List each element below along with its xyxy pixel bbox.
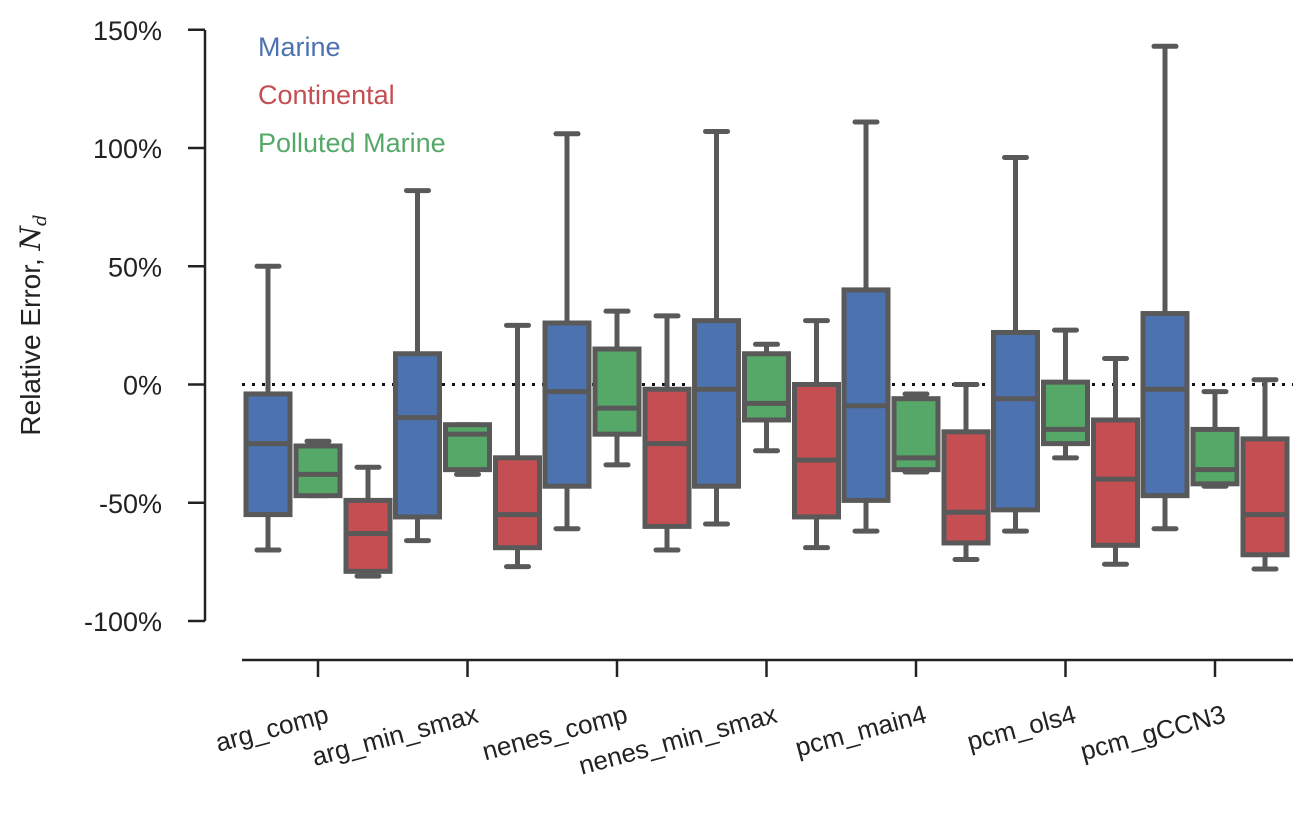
y-axis-label: Relative Error, Nd <box>14 214 51 435</box>
box-body <box>592 346 642 437</box>
box-body <box>1140 311 1190 499</box>
y-tick-label: 100% <box>93 134 162 164</box>
box <box>1041 327 1090 461</box>
box <box>891 391 941 475</box>
box-body <box>841 287 891 503</box>
y-tick-label: -50% <box>99 489 162 519</box>
x-tick-label: arg_min_smax <box>309 699 481 772</box>
x-tick-label: pcm_ols4 <box>964 699 1079 757</box>
box-body <box>1041 379 1090 447</box>
box <box>742 341 791 454</box>
box-plot-series <box>243 43 1290 579</box>
y-tick-label: -100% <box>84 607 162 637</box>
legend-label: Polluted Marine <box>258 128 446 158</box>
box-body <box>792 382 841 520</box>
box <box>792 318 841 551</box>
legend-label: Continental <box>258 80 395 110</box>
box <box>493 322 542 570</box>
y-axis-label-symbol: N <box>14 224 47 251</box>
box-body <box>493 455 542 551</box>
box-body <box>1240 436 1290 558</box>
series-continental <box>343 313 1290 579</box>
x-tick-label: pcm_main4 <box>792 699 930 763</box>
box-body <box>742 351 791 423</box>
series-marine <box>243 43 1190 553</box>
box-body <box>941 429 991 546</box>
box <box>991 154 1040 534</box>
box-body <box>991 329 1040 513</box>
box <box>343 464 393 579</box>
box-body <box>1091 417 1140 548</box>
y-tick-label: 50% <box>108 252 162 282</box>
y-tick-label: 150% <box>93 16 162 46</box>
box <box>243 263 293 553</box>
box <box>841 119 891 534</box>
y-tick-label: 0% <box>123 371 162 401</box>
box <box>1091 355 1140 567</box>
box <box>393 188 442 544</box>
box <box>592 308 642 468</box>
legend: Marine Continental Polluted Marine <box>258 32 446 158</box>
box-body <box>692 318 741 489</box>
y-axis-label-subscript: d <box>30 214 51 226</box>
box <box>1140 43 1190 532</box>
box <box>692 128 741 527</box>
box <box>542 131 592 532</box>
box-body <box>293 443 343 499</box>
legend-label: Marine <box>258 32 341 62</box>
box <box>941 382 991 563</box>
y-axis-label-text: Relative Error, <box>15 250 46 435</box>
box-body <box>1190 426 1240 487</box>
box <box>293 438 343 499</box>
y-ticks: 150% 100% 50% 0% -50% -100% <box>84 16 205 637</box>
box <box>642 313 692 553</box>
box <box>1190 389 1240 489</box>
box <box>443 422 492 477</box>
box <box>1240 377 1290 572</box>
series-polluted-marine <box>293 308 1240 499</box>
x-ticks: arg_comparg_min_smaxnenes_compnenes_min_… <box>212 660 1229 781</box>
box-body <box>443 422 492 473</box>
box-body <box>243 391 293 518</box>
box-body <box>542 320 592 489</box>
x-tick-label: pcm_gCCN3 <box>1077 699 1229 766</box>
box-body <box>642 386 692 529</box>
box-body <box>393 351 442 520</box>
